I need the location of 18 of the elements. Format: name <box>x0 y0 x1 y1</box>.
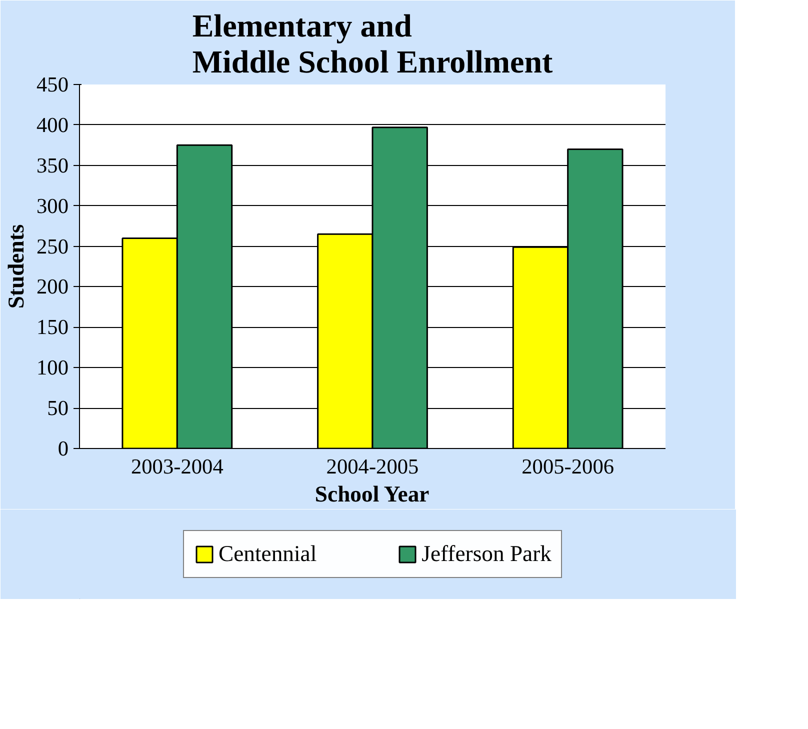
y-tick-label: 100 <box>36 356 69 380</box>
y-tick-label: 50 <box>47 396 68 420</box>
y-axis-title: Students <box>4 224 29 309</box>
legend-label: Centennial <box>218 541 317 567</box>
y-tick-label: 150 <box>36 315 69 340</box>
y-tick-label: 400 <box>36 112 69 137</box>
chart-title: Elementary and Middle School Enrollment <box>192 8 554 80</box>
x-tick-label: 2004-2005 <box>326 454 419 478</box>
y-tick-label: 0 <box>58 436 69 460</box>
legend-label: Jefferson Park <box>422 541 552 567</box>
x-tick-label: 2003-2004 <box>130 454 224 478</box>
y-tick-label: 200 <box>36 274 69 299</box>
x-axis-title: School Year <box>314 482 430 506</box>
y-tick-label: 450 <box>36 72 69 96</box>
y-tick-label: 350 <box>36 153 69 178</box>
y-tick-label: 250 <box>36 234 69 258</box>
x-tick-label: 2005-2006 <box>522 454 614 478</box>
y-tick-label: 300 <box>36 194 69 218</box>
